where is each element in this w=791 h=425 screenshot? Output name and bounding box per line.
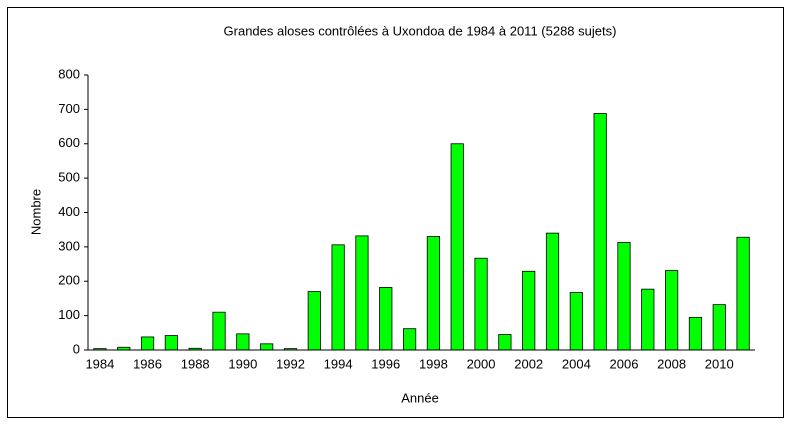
chart-title: Grandes aloses contrôlées à Uxondoa de 1… bbox=[224, 23, 617, 38]
bar bbox=[236, 333, 250, 351]
bar bbox=[688, 316, 703, 351]
bar bbox=[307, 291, 321, 351]
bar bbox=[379, 287, 393, 351]
x-tick-label: 1990 bbox=[228, 356, 257, 371]
bar bbox=[402, 328, 417, 351]
y-tick-label: 300 bbox=[58, 238, 80, 253]
x-axis-label: Année bbox=[401, 390, 439, 405]
x-tick-label: 1984 bbox=[85, 356, 114, 371]
y-tick-label: 800 bbox=[58, 66, 80, 81]
x-tick-label: 1992 bbox=[276, 356, 305, 371]
y-tick-label: 700 bbox=[58, 101, 80, 116]
x-tick-label: 2010 bbox=[705, 356, 734, 371]
bar bbox=[712, 304, 726, 351]
y-tick-label: 600 bbox=[58, 135, 80, 150]
y-axis-label: Nombre bbox=[28, 189, 43, 235]
x-tick-label: 2002 bbox=[514, 356, 543, 371]
x-tick-label: 1996 bbox=[371, 356, 400, 371]
bar bbox=[260, 343, 274, 351]
x-tick-label: 1988 bbox=[181, 356, 210, 371]
y-tick-label: 500 bbox=[58, 170, 80, 185]
bar bbox=[617, 242, 631, 351]
x-tick-label: 2000 bbox=[467, 356, 496, 371]
bar bbox=[212, 311, 226, 351]
bar bbox=[641, 288, 655, 351]
y-tick-label: 200 bbox=[58, 273, 80, 288]
bar bbox=[498, 334, 512, 351]
bar bbox=[522, 270, 536, 351]
bar bbox=[593, 113, 607, 351]
bar bbox=[426, 236, 441, 351]
bar bbox=[331, 244, 345, 351]
bar bbox=[474, 257, 488, 351]
y-tick-label: 400 bbox=[58, 204, 80, 219]
x-tick-label: 1998 bbox=[419, 356, 448, 371]
bar bbox=[736, 236, 750, 351]
bar bbox=[545, 232, 560, 351]
bar bbox=[140, 336, 155, 351]
bar bbox=[164, 335, 178, 351]
x-tick-label: 1994 bbox=[324, 356, 353, 371]
x-tick-label: 1986 bbox=[133, 356, 162, 371]
x-tick-label: 2008 bbox=[657, 356, 686, 371]
x-tick-label: 2006 bbox=[610, 356, 639, 371]
bar bbox=[450, 143, 464, 351]
bar bbox=[665, 270, 679, 351]
bar bbox=[355, 235, 369, 351]
y-tick-label: 100 bbox=[58, 307, 80, 322]
bar bbox=[569, 292, 583, 351]
y-tick-label: 0 bbox=[73, 341, 80, 356]
x-tick-label: 2004 bbox=[562, 356, 591, 371]
